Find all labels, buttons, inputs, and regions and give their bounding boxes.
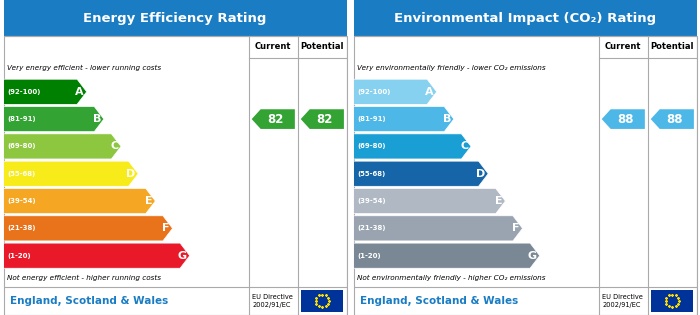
Text: Not energy efficient - higher running costs: Not energy efficient - higher running co… <box>7 275 161 281</box>
Polygon shape <box>4 79 87 104</box>
Text: E: E <box>145 196 153 206</box>
Text: 88: 88 <box>617 112 634 126</box>
Text: Current: Current <box>605 43 641 51</box>
Polygon shape <box>651 109 694 129</box>
Text: B: B <box>92 114 101 124</box>
Bar <box>301 290 344 312</box>
Text: England, Scotland & Wales: England, Scotland & Wales <box>10 296 169 306</box>
Text: B: B <box>442 114 451 124</box>
Text: E: E <box>495 196 503 206</box>
Text: (81-91): (81-91) <box>8 116 36 122</box>
Polygon shape <box>4 216 172 241</box>
Polygon shape <box>354 106 454 132</box>
Text: 82: 82 <box>267 112 284 126</box>
Text: A: A <box>76 87 84 97</box>
Text: 88: 88 <box>666 112 682 126</box>
Text: D: D <box>476 169 485 179</box>
Polygon shape <box>354 79 437 104</box>
Text: Very energy efficient - lower running costs: Very energy efficient - lower running co… <box>7 65 161 71</box>
Bar <box>354 36 696 315</box>
Text: (39-54): (39-54) <box>8 198 36 204</box>
Text: (69-80): (69-80) <box>358 143 386 149</box>
Bar <box>4 36 346 315</box>
Polygon shape <box>354 243 540 268</box>
Text: Not environmentally friendly - higher CO₂ emissions: Not environmentally friendly - higher CO… <box>357 275 545 281</box>
Text: England, Scotland & Wales: England, Scotland & Wales <box>360 296 519 306</box>
Text: (69-80): (69-80) <box>8 143 36 149</box>
Text: F: F <box>512 223 520 233</box>
Polygon shape <box>602 109 645 129</box>
Bar <box>354 0 696 36</box>
Text: (55-68): (55-68) <box>8 171 36 177</box>
Text: Potential: Potential <box>300 43 344 51</box>
Text: Very environmentally friendly - lower CO₂ emissions: Very environmentally friendly - lower CO… <box>357 65 545 71</box>
Text: G: G <box>528 251 537 261</box>
Text: EU Directive
2002/91/EC: EU Directive 2002/91/EC <box>252 294 293 308</box>
Text: (21-38): (21-38) <box>358 225 386 231</box>
Text: Potential: Potential <box>650 43 694 51</box>
Text: D: D <box>126 169 135 179</box>
Bar <box>4 0 346 36</box>
Bar <box>651 290 694 312</box>
Polygon shape <box>354 161 488 186</box>
Text: G: G <box>178 251 187 261</box>
Polygon shape <box>354 134 471 159</box>
Text: C: C <box>110 141 118 152</box>
Text: (92-100): (92-100) <box>358 89 391 95</box>
Text: 82: 82 <box>316 112 332 126</box>
Text: F: F <box>162 223 170 233</box>
Polygon shape <box>4 161 138 186</box>
Polygon shape <box>4 243 190 268</box>
Text: (39-54): (39-54) <box>358 198 386 204</box>
Text: Environmental Impact (CO₂) Rating: Environmental Impact (CO₂) Rating <box>394 12 656 25</box>
Polygon shape <box>354 216 522 241</box>
Polygon shape <box>354 188 505 214</box>
Text: (21-38): (21-38) <box>8 225 36 231</box>
Polygon shape <box>4 188 155 214</box>
Text: A: A <box>426 87 434 97</box>
Text: C: C <box>460 141 468 152</box>
Polygon shape <box>252 109 295 129</box>
Text: (1-20): (1-20) <box>358 253 382 259</box>
Text: Energy Efficiency Rating: Energy Efficiency Rating <box>83 12 267 25</box>
Text: (1-20): (1-20) <box>8 253 32 259</box>
Text: (81-91): (81-91) <box>358 116 386 122</box>
Text: (92-100): (92-100) <box>8 89 41 95</box>
Text: (55-68): (55-68) <box>358 171 386 177</box>
Polygon shape <box>301 109 344 129</box>
Text: Current: Current <box>255 43 291 51</box>
Polygon shape <box>4 106 104 132</box>
Polygon shape <box>4 134 121 159</box>
Text: EU Directive
2002/91/EC: EU Directive 2002/91/EC <box>602 294 643 308</box>
